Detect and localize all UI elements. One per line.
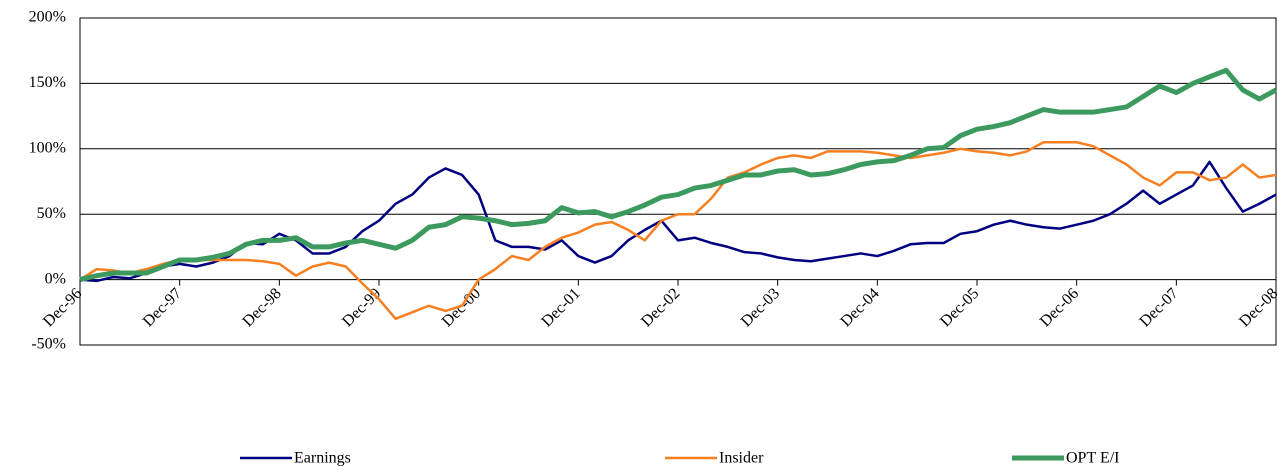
y-tick-label: 0% bbox=[45, 270, 66, 287]
plot-border bbox=[79, 17, 1277, 346]
x-tick-label: Dec-07 bbox=[1136, 285, 1181, 330]
x-tick-label: Dec-08 bbox=[1236, 285, 1278, 330]
x-tick-label: Dec-01 bbox=[538, 285, 583, 330]
x-tick-label: Dec-02 bbox=[638, 285, 683, 330]
series-line bbox=[79, 141, 1277, 321]
legend-label: Earnings bbox=[294, 450, 351, 467]
series-line bbox=[79, 67, 1278, 283]
y-tick-label: 200% bbox=[29, 9, 66, 26]
x-tick-label: Dec-99 bbox=[339, 285, 384, 330]
x-tick-label: Dec-03 bbox=[738, 285, 783, 330]
x-tick-label: Dec-98 bbox=[239, 285, 284, 330]
y-tick-label: -50% bbox=[31, 336, 66, 353]
y-tick-label: 150% bbox=[29, 74, 66, 91]
x-tick-label: Dec-97 bbox=[140, 285, 185, 330]
x-tick-label: Dec-05 bbox=[937, 285, 982, 330]
x-tick-label: Dec-96 bbox=[40, 285, 85, 330]
y-tick-label: 100% bbox=[29, 139, 66, 156]
x-tick-label: Dec-06 bbox=[1037, 285, 1082, 330]
x-tick-label: Dec-04 bbox=[837, 285, 882, 330]
legend-label: Insider bbox=[719, 450, 764, 467]
series-line bbox=[79, 160, 1277, 283]
legend-label: OPT E/I bbox=[1066, 450, 1119, 467]
x-tick-label: Dec-00 bbox=[439, 285, 484, 330]
y-tick-label: 50% bbox=[37, 205, 66, 222]
